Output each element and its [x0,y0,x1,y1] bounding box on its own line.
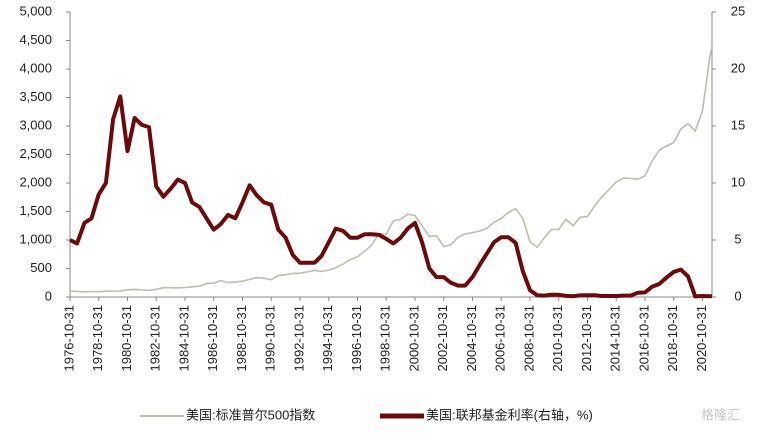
y-tick-label: 4,500 [19,32,52,47]
x-tick-label: 1984-10-31 [176,305,191,372]
y2-tick-label: 15 [731,117,745,132]
x-tick-label: 1998-10-31 [378,305,393,372]
x-tick-label: 1988-10-31 [234,305,249,372]
x-tick-label: 2020-10-31 [694,305,709,372]
y2-tick-label: 10 [731,174,745,189]
x-tick-label: 2018-10-31 [665,305,680,372]
x-tick-label: 2000-10-31 [406,305,421,372]
y2-tick-label: 20 [731,60,745,75]
x-tick-label: 2012-10-31 [579,305,594,372]
legend-label: 美国:标准普尔500指数 [186,407,315,422]
y-tick-label: 1,000 [19,231,52,246]
x-tick-label: 2014-10-31 [608,305,623,372]
x-tick-label: 1976-10-31 [61,305,76,372]
x-tick-label: 2010-10-31 [550,305,565,372]
x-tick-label: 1992-10-31 [291,305,306,372]
legend-label: 美国:联邦基金利率(右轴，%) [426,407,593,422]
y-tick-label: 0 [45,288,52,303]
x-tick-label: 1986-10-31 [205,305,220,372]
y-tick-label: 2,000 [19,174,52,189]
y-tick-label: 5,000 [19,3,52,18]
y-tick-label: 3,500 [19,89,52,104]
y-tick-label: 4,000 [19,60,52,75]
x-tick-label: 1980-10-31 [119,305,134,372]
y2-tick-label: 0 [734,288,741,303]
series-line [69,46,713,293]
y2-tick-label: 25 [731,3,745,18]
y-tick-label: 2,500 [19,146,52,161]
x-tick-label: 1982-10-31 [148,305,163,372]
x-tick-label: 1978-10-31 [90,305,105,372]
y-tick-label: 3,000 [19,117,52,132]
x-tick-label: 2004-10-31 [464,305,479,372]
x-tick-label: 1994-10-31 [320,305,335,372]
x-tick-label: 2002-10-31 [435,305,450,372]
y-tick-label: 500 [30,260,52,275]
x-tick-label: 2006-10-31 [493,305,508,372]
x-tick-label: 1990-10-31 [263,305,278,372]
x-tick-label: 1996-10-31 [349,305,364,372]
x-tick-label: 2016-10-31 [636,305,651,372]
series-line [69,94,713,299]
y2-tick-label: 5 [734,231,741,246]
x-tick-label: 2008-10-31 [521,305,536,372]
watermark: 格隆汇 [701,407,740,422]
y-tick-label: 1,500 [19,203,52,218]
